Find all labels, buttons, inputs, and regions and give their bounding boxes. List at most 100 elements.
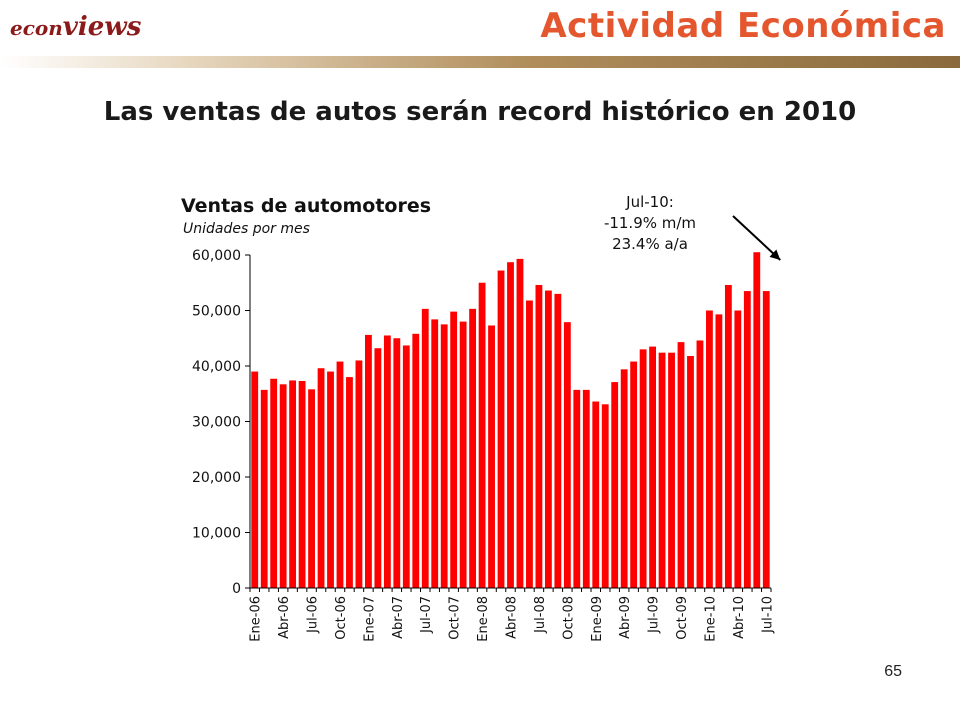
bar bbox=[459, 321, 467, 588]
bar bbox=[308, 389, 315, 588]
bar bbox=[516, 258, 524, 588]
bar bbox=[715, 314, 723, 588]
annotation-line: Jul-10: bbox=[625, 193, 674, 211]
arrow-head bbox=[769, 249, 781, 260]
bar bbox=[469, 308, 477, 588]
econviews-logo: econviews bbox=[10, 12, 141, 42]
bar bbox=[346, 377, 353, 588]
x-tick-label: Oct-08 bbox=[561, 596, 576, 640]
bar bbox=[649, 346, 657, 588]
bar bbox=[535, 284, 543, 588]
bar bbox=[696, 340, 704, 588]
bar bbox=[431, 319, 439, 588]
y-tick-label: 20,000 bbox=[192, 470, 241, 486]
bar bbox=[383, 335, 391, 588]
bar bbox=[724, 284, 732, 588]
bar bbox=[364, 334, 372, 588]
bar bbox=[412, 333, 420, 588]
bar bbox=[658, 352, 666, 588]
bar bbox=[289, 380, 297, 588]
y-axis: 0 10,000 20,000 30,000 40,000 50,000 60,000 bbox=[192, 248, 251, 597]
bar bbox=[488, 325, 495, 588]
slide-title: Las ventas de autos serán record históri… bbox=[103, 97, 857, 127]
bar bbox=[336, 361, 344, 588]
bar bbox=[563, 322, 571, 588]
x-tick-label: Ene-08 bbox=[476, 596, 491, 642]
x-tick-label: Oct-07 bbox=[448, 596, 463, 640]
chart-title: Ventas de automotores bbox=[181, 195, 431, 217]
x-tick-label: Oct-06 bbox=[334, 596, 349, 640]
x-tick-label: Abr-06 bbox=[277, 596, 292, 639]
bar bbox=[668, 352, 675, 588]
header-title: Actividad Económica bbox=[540, 6, 946, 46]
x-tick-label: Abr-07 bbox=[391, 596, 406, 639]
y-tick-label: 10,000 bbox=[192, 526, 241, 542]
bar bbox=[260, 389, 268, 588]
x-axis: Ene-06 Abr-06 Jul-06 Oct-06 Ene-07 Abr-07 Jul-… bbox=[249, 587, 775, 642]
bar bbox=[762, 291, 770, 588]
brand-part-econ: econ bbox=[10, 16, 63, 40]
bar bbox=[355, 360, 363, 588]
bar bbox=[327, 371, 334, 588]
bar bbox=[582, 389, 590, 588]
x-tick-label: Oct-09 bbox=[675, 596, 690, 640]
bar bbox=[639, 349, 647, 588]
y-tick-label: 0 bbox=[232, 581, 241, 597]
chart-annotation: Jul-10: -11.9% m/m 23.4% a/a bbox=[604, 193, 696, 253]
x-tick-label: Jul-09 bbox=[647, 596, 662, 634]
bar bbox=[450, 311, 458, 588]
x-tick-label: Ene-07 bbox=[362, 596, 377, 642]
bar bbox=[734, 310, 742, 588]
bar bbox=[620, 369, 628, 588]
bar bbox=[753, 252, 761, 588]
bar bbox=[270, 378, 278, 588]
bar bbox=[478, 282, 486, 588]
y-tick-label: 50,000 bbox=[192, 304, 241, 320]
bar bbox=[317, 368, 325, 588]
bar bbox=[554, 293, 562, 588]
x-tick-label: Jul-07 bbox=[419, 596, 434, 634]
bar bbox=[611, 382, 619, 588]
bar bbox=[421, 308, 429, 588]
x-tick-label: Ene-09 bbox=[590, 596, 605, 642]
chart-subtitle: Unidades por mes bbox=[183, 221, 310, 237]
brand-part-views: views bbox=[62, 12, 142, 42]
bar bbox=[251, 371, 259, 588]
bar bbox=[706, 310, 713, 588]
x-tick-label: Jul-06 bbox=[306, 596, 321, 634]
x-tick-label: Jul-10 bbox=[760, 596, 775, 634]
x-tick-label: Abr-09 bbox=[618, 596, 633, 639]
annotation-arrow bbox=[732, 215, 781, 261]
x-tick-label: Abr-08 bbox=[505, 596, 520, 639]
arrow-shaft bbox=[732, 215, 781, 261]
y-tick-label: 40,000 bbox=[192, 359, 241, 375]
x-tick-label: Ene-06 bbox=[249, 596, 264, 642]
x-tick-label: Abr-10 bbox=[732, 596, 747, 639]
header-divider bbox=[0, 56, 960, 68]
bar bbox=[402, 345, 410, 588]
y-tick-label: 30,000 bbox=[192, 415, 241, 431]
bar bbox=[298, 380, 306, 588]
annotation-line: 23.4% a/a bbox=[612, 235, 688, 253]
y-tick-label: 60,000 bbox=[192, 248, 241, 264]
bar bbox=[279, 384, 287, 588]
bar bbox=[374, 348, 382, 588]
bar bbox=[440, 324, 448, 588]
bar bbox=[677, 342, 685, 588]
bars bbox=[251, 252, 770, 588]
bar bbox=[630, 361, 638, 588]
x-tick-label: Ene-10 bbox=[703, 596, 718, 642]
bar bbox=[526, 300, 533, 588]
bar bbox=[687, 356, 694, 588]
annotation-line: -11.9% m/m bbox=[604, 214, 696, 232]
bar bbox=[393, 338, 401, 588]
bar bbox=[601, 404, 609, 588]
bar bbox=[743, 291, 751, 588]
bar bbox=[573, 389, 581, 588]
page-number: 65 bbox=[884, 663, 902, 680]
bar bbox=[544, 290, 552, 588]
bar bbox=[507, 262, 514, 588]
bar bbox=[592, 401, 600, 588]
bar bbox=[497, 270, 505, 588]
